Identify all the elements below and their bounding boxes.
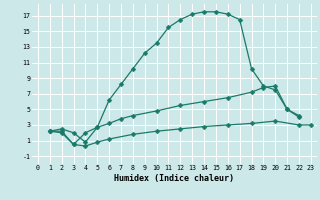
X-axis label: Humidex (Indice chaleur): Humidex (Indice chaleur) bbox=[115, 174, 234, 183]
